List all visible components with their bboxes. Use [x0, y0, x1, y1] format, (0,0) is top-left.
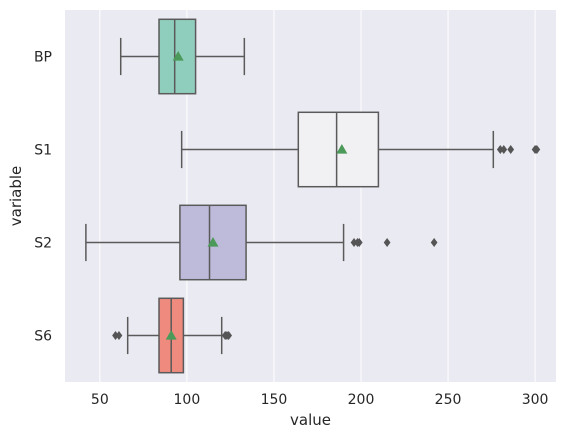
y-tick-label: S1: [34, 143, 52, 159]
outlier-point: [350, 238, 358, 247]
mean-marker: [336, 144, 348, 154]
box-group-s6: [112, 297, 233, 374]
outlier-point: [500, 145, 508, 154]
outlier-point: [225, 331, 233, 340]
mean-marker: [207, 237, 219, 247]
x-tick-label: 50: [91, 392, 109, 408]
box-series: [85, 18, 541, 374]
y-axis-ticks: BP S1 S2 S6: [34, 50, 52, 345]
y-tick-label: BP: [34, 50, 52, 66]
outlier-point: [383, 238, 391, 247]
x-tick-label: 250: [435, 392, 462, 408]
box-iqr: [297, 111, 380, 188]
x-tick-label: 150: [261, 392, 288, 408]
outlier-point: [115, 331, 123, 340]
box-group-s1: [180, 111, 541, 188]
outlier-point: [496, 145, 504, 154]
mean-marker: [172, 51, 184, 61]
y-tick-label: S6: [34, 329, 52, 345]
x-axis-label: value: [290, 411, 331, 429]
outlier-point: [112, 331, 119, 340]
y-tick-label: S2: [34, 236, 52, 252]
x-tick-label: 200: [348, 392, 375, 408]
outlier-point: [430, 238, 438, 247]
box-group-s2: [85, 204, 438, 281]
box-group-bp: [119, 18, 246, 95]
x-tick-label: 100: [174, 392, 201, 408]
outlier-point: [533, 145, 541, 154]
outlier-point: [507, 145, 515, 154]
plot-background: [65, 10, 556, 382]
x-tick-label: 300: [522, 392, 549, 408]
outlier-point: [355, 238, 363, 247]
y-axis-label: variable: [7, 166, 25, 227]
mean-marker: [165, 330, 177, 340]
x-axis-ticks: 50 100 150 200 250 300: [91, 392, 549, 408]
